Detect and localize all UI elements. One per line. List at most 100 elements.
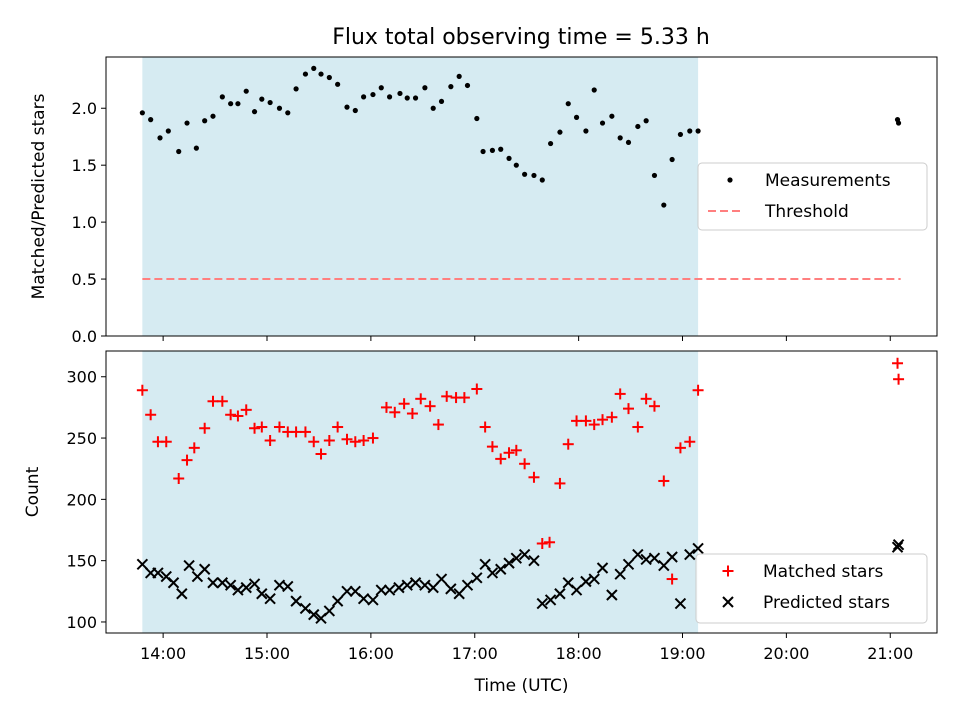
measurement-point (474, 115, 480, 122)
measurement-point (193, 145, 199, 151)
predicted-stars-point (393, 581, 405, 594)
x-tick-label: 14:00 (140, 644, 186, 663)
marker-stroke (588, 573, 600, 585)
measurement-point (370, 91, 376, 98)
matched-stars-point (299, 426, 311, 438)
measurement-point (539, 177, 545, 183)
measurement-point (139, 110, 145, 116)
measurement-point (165, 128, 171, 134)
matched-stars-point (632, 421, 644, 433)
measurement-point (687, 128, 693, 134)
predicted-stars-point (207, 577, 219, 589)
marker-stroke (357, 592, 370, 605)
matched-stars-point (536, 537, 548, 549)
measurement-point (669, 156, 675, 163)
measurement-point (464, 82, 471, 89)
legend-label: Matched stars (763, 562, 883, 582)
marker-stroke (349, 585, 362, 598)
marker-stroke (427, 581, 439, 594)
matched-stars-point (528, 471, 540, 483)
matched-stars-point (181, 454, 193, 466)
matched-stars-point (892, 357, 904, 369)
measurement-point (378, 85, 384, 91)
matched-stars-point (519, 458, 531, 470)
matched-stars-point (432, 419, 444, 431)
measurement-point (547, 140, 554, 147)
matched-stars-point (458, 392, 470, 404)
marker-stroke (486, 567, 499, 579)
predicted-stars-point (167, 577, 180, 589)
measurement-point (335, 81, 341, 87)
matched-stars-point (674, 442, 686, 454)
measurement-point (456, 73, 462, 79)
measurement-point (318, 71, 324, 77)
matched-stars-point (240, 404, 252, 416)
predicted-stars-point (427, 581, 439, 594)
marker-stroke (892, 539, 905, 551)
measurement-point (583, 128, 589, 134)
ratio-panel-frame (105, 56, 938, 337)
measurement-point (617, 135, 623, 141)
predicted-stars-point (503, 557, 515, 569)
measurement-point (661, 202, 667, 208)
marker-stroke (435, 573, 448, 585)
y-tick-label: 0.5 (72, 270, 97, 289)
predicted-stars-point (282, 580, 294, 593)
marker-stroke (419, 579, 431, 591)
marker-stroke (632, 548, 644, 561)
marker-stroke (282, 580, 294, 593)
predicted-stars-point (692, 542, 704, 555)
measurement-point (438, 98, 445, 105)
measurement-point (635, 123, 641, 130)
matched-stars-point (332, 421, 344, 433)
matched-stars-point (358, 435, 370, 447)
predicted-stars-point (224, 579, 237, 591)
y-tick-label: 1.5 (72, 156, 97, 175)
measurement-point (386, 94, 393, 100)
marker-stroke (136, 558, 149, 571)
marker-stroke (580, 575, 592, 588)
x-tick-label: 17:00 (452, 644, 498, 663)
matched-stars-point (380, 401, 392, 413)
matched-stars-point (562, 438, 574, 450)
measurement-point (404, 95, 410, 101)
matched-stars-point (199, 422, 211, 434)
measurement-point (276, 105, 283, 111)
marker-stroke (674, 597, 687, 610)
measurement-point (573, 114, 580, 120)
marker-stroke (684, 548, 696, 561)
matched-stars-point (256, 421, 268, 433)
marker-stroke (248, 578, 261, 590)
count-legend: Matched stars Predicted stars (695, 553, 928, 624)
measurement-point (302, 71, 309, 77)
predicted-stars-point (570, 584, 583, 596)
measurement-point (609, 113, 615, 119)
matched-stars-point (173, 473, 185, 485)
marker-stroke (367, 594, 379, 606)
measurement-point (677, 131, 684, 138)
measurement-point (235, 101, 241, 107)
marker-stroke (544, 594, 557, 606)
matched-stars-point (510, 444, 522, 456)
measurement-point (184, 120, 190, 126)
x-tick-label: 18:00 (556, 644, 602, 663)
measurement-point (361, 94, 367, 100)
matched-stars-point (389, 406, 401, 418)
count-panel: 100 150 200 250 300 14:00 15:00 16:00 17:00 18:00… (23, 350, 938, 696)
marker-stroke (510, 552, 523, 564)
matched-stars-point (341, 433, 353, 445)
predicted-stars-point (198, 563, 211, 575)
y-tick-label: 100 (66, 613, 97, 632)
predicted-stars-point (666, 551, 678, 563)
matched-stars-point (188, 442, 200, 454)
matched-stars-point (232, 410, 244, 422)
marker-stroke (183, 559, 195, 572)
predicted-stars-point (409, 577, 422, 589)
measurement-point (148, 117, 154, 123)
matched-stars-point (415, 393, 427, 405)
matched-stars-point (290, 426, 302, 438)
predicted-stars-point (240, 581, 252, 594)
matched-stars-point (424, 400, 436, 412)
measurement-point (498, 146, 504, 152)
